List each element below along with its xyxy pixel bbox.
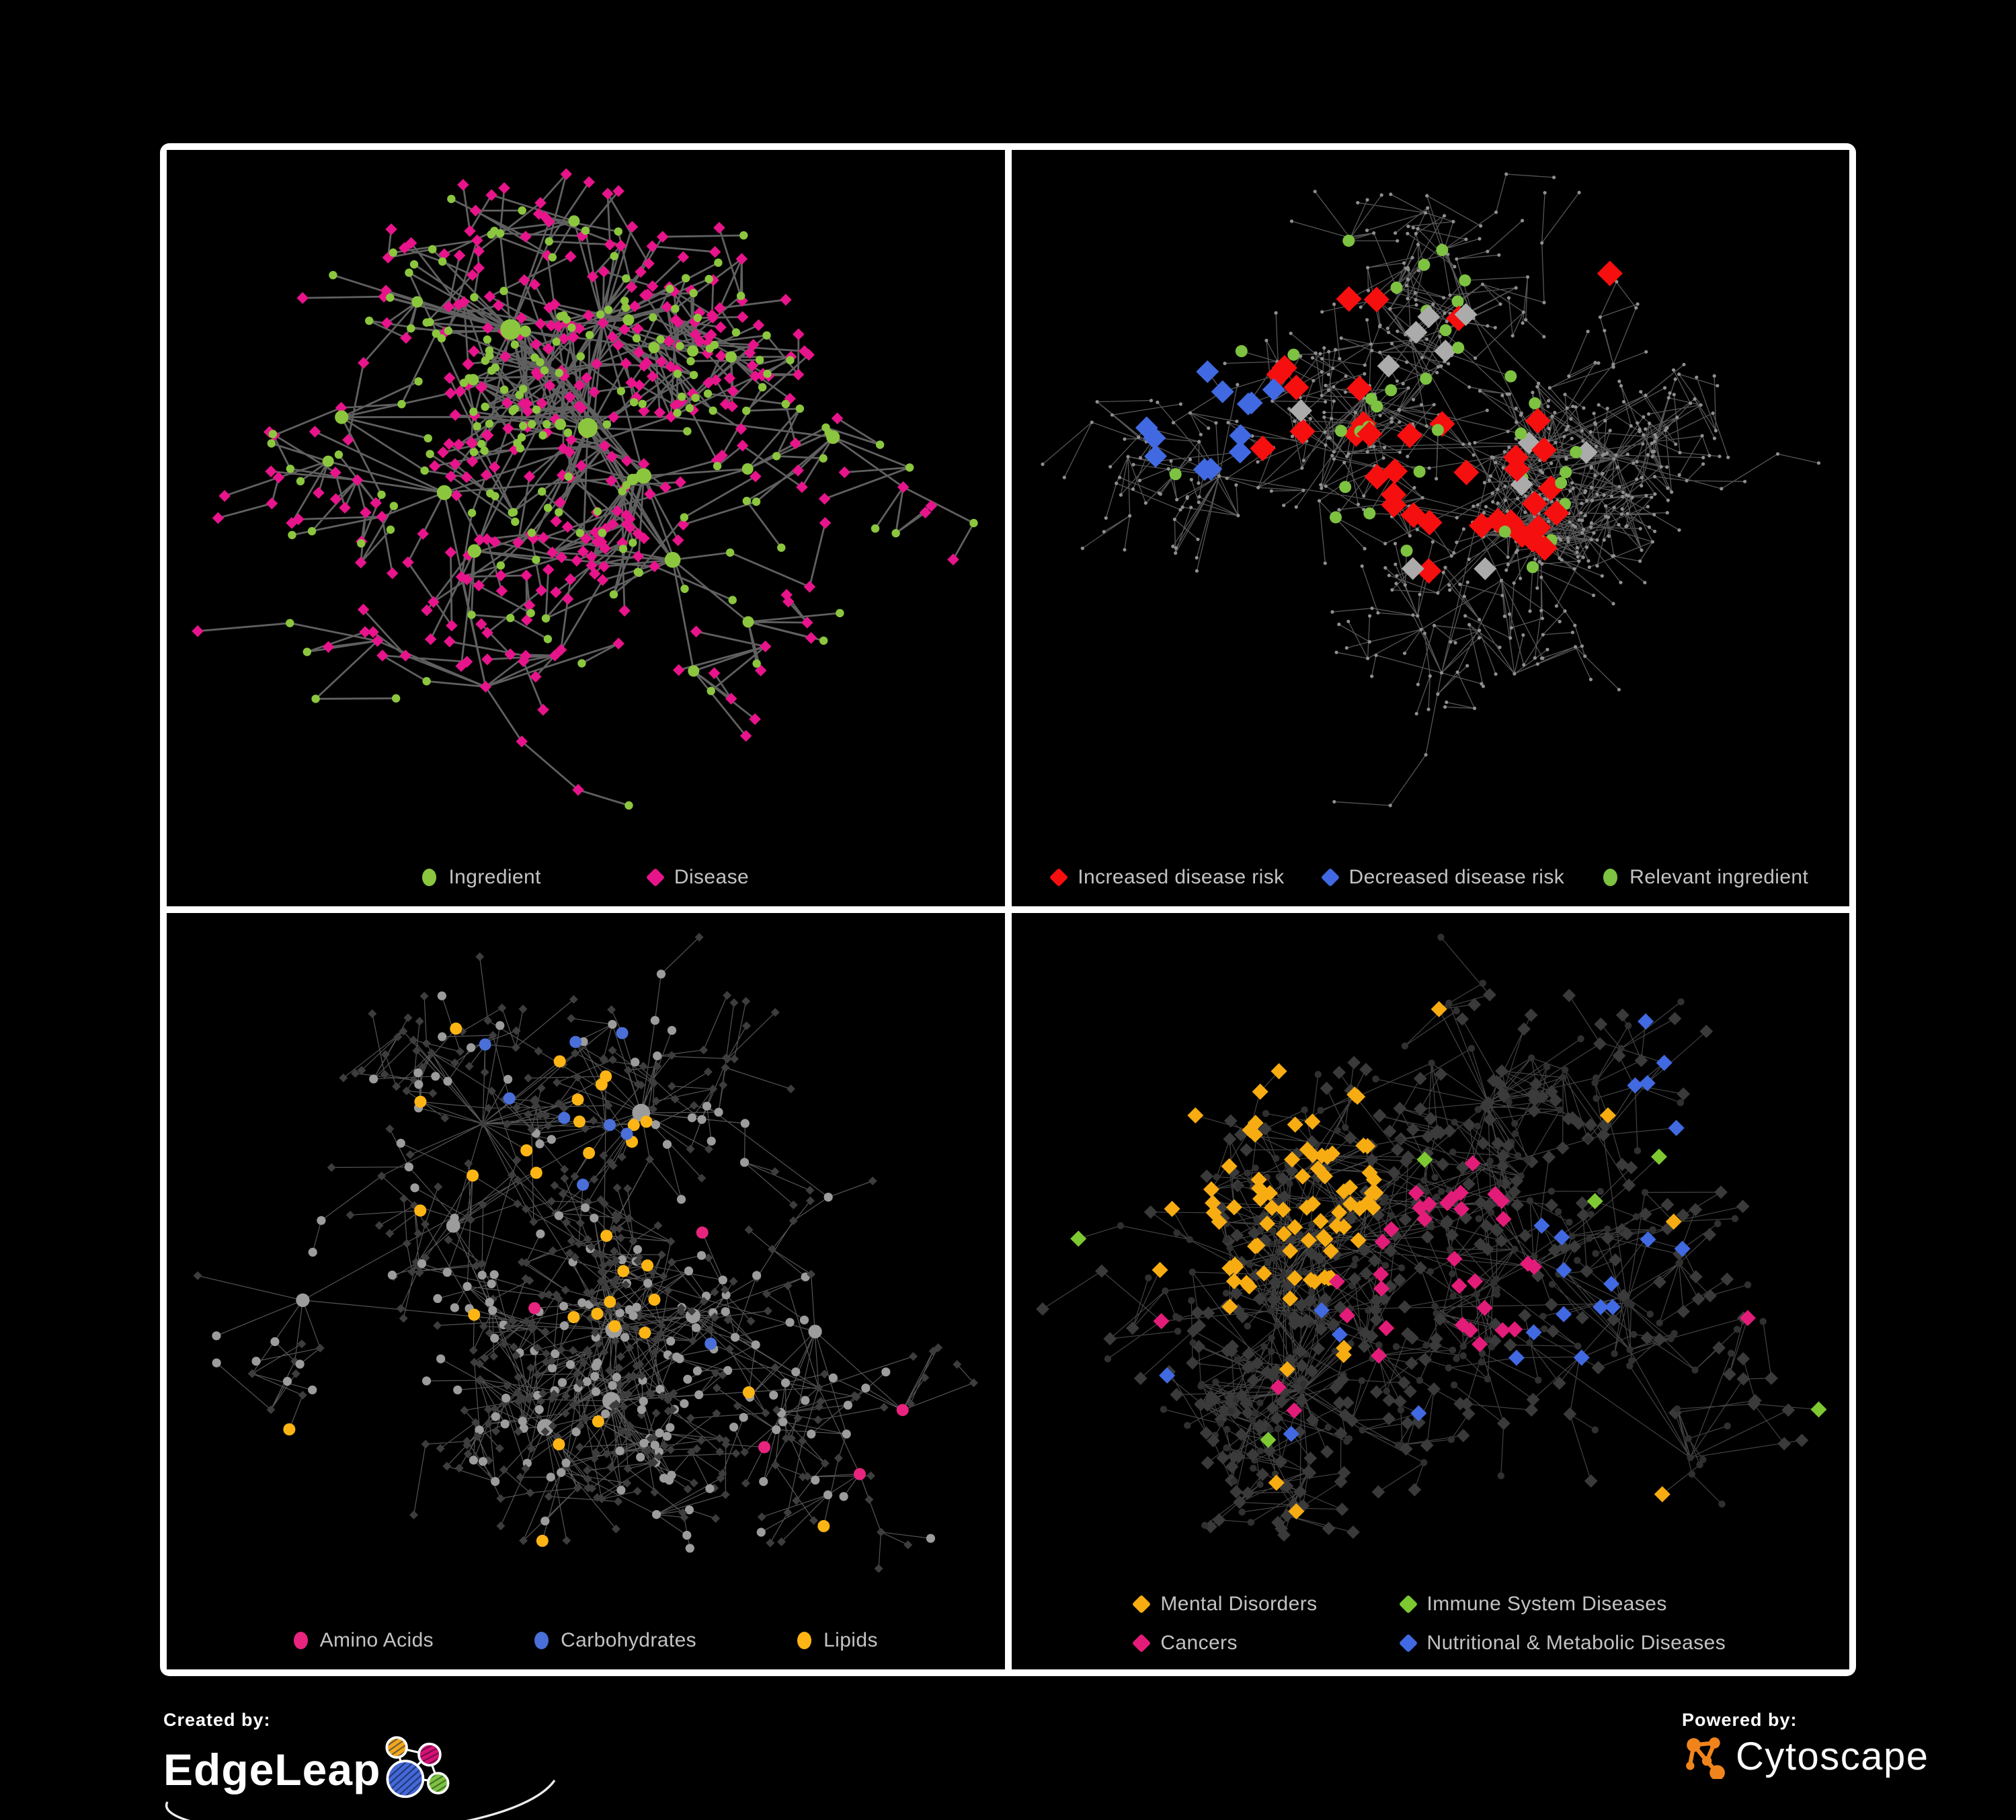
carbohydrates-marker-icon [534, 1632, 549, 1649]
lipids-marker-icon [797, 1632, 812, 1649]
relevant-ingredient-marker-icon [1603, 869, 1618, 886]
nutritional-diseases-marker-icon [1398, 1633, 1418, 1653]
legend-label: Relevant ingredient [1629, 866, 1809, 888]
legend-nutrient-class: Amino Acids Carbohydrates Lipids [167, 1629, 1005, 1652]
legend-item: Carbohydrates [534, 1629, 696, 1652]
ingredient-marker-icon [422, 869, 437, 886]
cytoscape-logo-icon [1686, 1737, 1725, 1779]
legend-ingredient-disease: Ingredient Disease [167, 866, 1005, 889]
panel-disease-risk: Increased disease risk Decreased disease… [1011, 150, 1850, 906]
network-disease-category [1035, 933, 1827, 1542]
edgeleap-brand: EdgeLeap [163, 1735, 556, 1820]
legend-item: Relevant ingredient [1603, 866, 1808, 889]
legend-item: Disease [645, 866, 750, 889]
legend-item: Immune System Diseases [1398, 1593, 1726, 1616]
created-by-label: Created by: [163, 1710, 271, 1730]
network-disease-risk [1040, 172, 1820, 807]
mental-disorders-marker-icon [1132, 1594, 1152, 1614]
decreased-risk-marker-icon [1320, 867, 1340, 887]
increased-risk-marker-icon [1049, 867, 1069, 887]
legend-item: Mental Disorders [1132, 1593, 1318, 1616]
cancers-marker-icon [1132, 1633, 1152, 1653]
legend-label: Nutritional & Metabolic Diseases [1426, 1632, 1726, 1654]
legend-item: Ingredient [422, 866, 540, 889]
legend-item: Cancers [1132, 1632, 1317, 1655]
immune-diseases-marker-icon [1398, 1594, 1418, 1614]
legend-disease-risk: Increased disease risk Decreased disease… [1012, 866, 1850, 889]
legend-label: Cancers [1160, 1632, 1238, 1654]
legend-label: Lipids [823, 1629, 878, 1651]
panel-disease-category: Mental Disorders Immune System Diseases … [1011, 913, 1850, 1669]
legend-item: Lipids [797, 1629, 878, 1652]
network-ingredient-disease [192, 168, 978, 810]
powered-by-label: Powered by: [1682, 1710, 1798, 1730]
legend-label: Decreased disease risk [1348, 866, 1565, 888]
legend-label: Increased disease risk [1078, 866, 1285, 888]
legend-item: Increased disease risk [1049, 866, 1285, 889]
panel-ingredient-disease: Ingredient Disease [167, 150, 1005, 906]
legend-label: Disease [674, 866, 750, 888]
amino-acids-marker-icon [293, 1632, 308, 1649]
legend-label: Carbohydrates [561, 1629, 697, 1651]
legend-item: Decreased disease risk [1320, 866, 1565, 889]
legend-label: Amino Acids [319, 1629, 434, 1651]
edgeleap-wordmark: EdgeLeap [163, 1745, 381, 1794]
created-by-block: Created by: EdgeLeap [163, 1710, 556, 1820]
cytoscape-wordmark: Cytoscape [1736, 1735, 1929, 1778]
panel-nutrient-class: Amino Acids Carbohydrates Lipids [167, 913, 1005, 1669]
powered-by-block: Powered by: Cytoscape [1682, 1710, 1929, 1779]
network-nutrient-class [193, 933, 978, 1573]
edgeleap-logo-icon [385, 1736, 450, 1798]
legend-item: Nutritional & Metabolic Diseases [1398, 1632, 1726, 1655]
legend-item: Amino Acids [293, 1629, 434, 1652]
legend-label: Immune System Diseases [1426, 1593, 1667, 1615]
legend-label: Ingredient [448, 866, 541, 888]
disease-marker-icon [645, 867, 666, 887]
panel-grid: Ingredient Disease Increased disease ris… [160, 143, 1856, 1676]
legend-disease-category: Mental Disorders Immune System Diseases … [1012, 1593, 1850, 1655]
legend-label: Mental Disorders [1160, 1593, 1318, 1615]
cytoscape-brand: Cytoscape [1682, 1735, 1929, 1779]
